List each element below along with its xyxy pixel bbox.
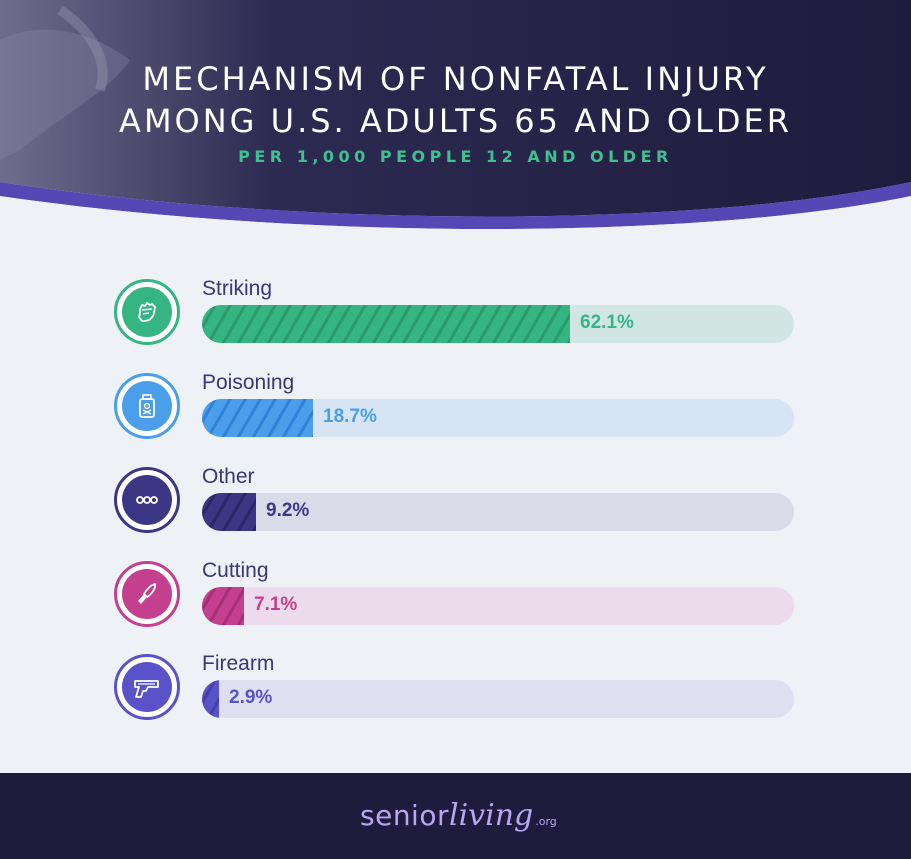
bar-fill	[202, 493, 256, 531]
bar-fill	[202, 680, 219, 718]
value-label: 7.1%	[254, 594, 298, 615]
seniorliving-logo[interactable]: seniorliving .org	[360, 798, 557, 833]
bar-row-poisoning: Poisoning 18.7%	[0, 371, 911, 463]
category-label: Firearm	[202, 652, 275, 675]
header: MECHANISM OF NONFATAL INJURY AMONG U.S. …	[0, 0, 911, 240]
bar-row-striking: Striking 62.1%	[0, 277, 911, 369]
logo-text-senior: senior	[360, 799, 449, 832]
icon-badge	[114, 373, 180, 439]
category-label: Cutting	[202, 559, 269, 582]
dots-icon	[122, 475, 172, 525]
bar-track	[202, 305, 794, 343]
value-label: 2.9%	[229, 687, 273, 708]
footer: seniorliving .org	[0, 773, 911, 859]
subtitle: PER 1,000 PEOPLE 12 AND OLDER	[238, 147, 673, 166]
bar-track	[202, 587, 794, 625]
header-background	[0, 0, 911, 240]
value-label: 18.7%	[323, 406, 377, 427]
bar-row-other: Other 9.2%	[0, 465, 911, 557]
bar-track	[202, 680, 794, 718]
value-label: 9.2%	[266, 500, 310, 521]
logo-text-org: .org	[535, 815, 557, 828]
poison-bottle-icon	[122, 381, 172, 431]
icon-badge	[114, 279, 180, 345]
bar-fill	[202, 305, 570, 343]
icon-badge	[114, 654, 180, 720]
value-label: 62.1%	[580, 312, 634, 333]
category-label: Striking	[202, 277, 273, 300]
bar-fill	[202, 399, 313, 437]
category-label: Poisoning	[202, 371, 295, 394]
title-line-2: AMONG U.S. ADULTS 65 AND OLDER	[119, 102, 792, 140]
logo-text-living: living	[448, 798, 534, 833]
bar-chart: Striking 62.1% Poisoning 18.7% Other 9.2% Cutt…	[0, 277, 911, 744]
title-line-1: MECHANISM OF NONFATAL INJURY	[142, 60, 769, 98]
category-label: Other	[202, 465, 255, 488]
bar-track	[202, 493, 794, 531]
bar-track	[202, 399, 794, 437]
bar-fill	[202, 587, 244, 625]
page-title: MECHANISM OF NONFATAL INJURY AMONG U.S. …	[0, 58, 911, 142]
icon-badge	[114, 561, 180, 627]
bar-row-firearm: Firearm 2.9%	[0, 652, 911, 744]
fist-icon	[122, 287, 172, 337]
icon-badge	[114, 467, 180, 533]
gun-icon	[122, 662, 172, 712]
bar-row-cutting: Cutting 7.1%	[0, 559, 911, 651]
knife-icon	[122, 569, 172, 619]
